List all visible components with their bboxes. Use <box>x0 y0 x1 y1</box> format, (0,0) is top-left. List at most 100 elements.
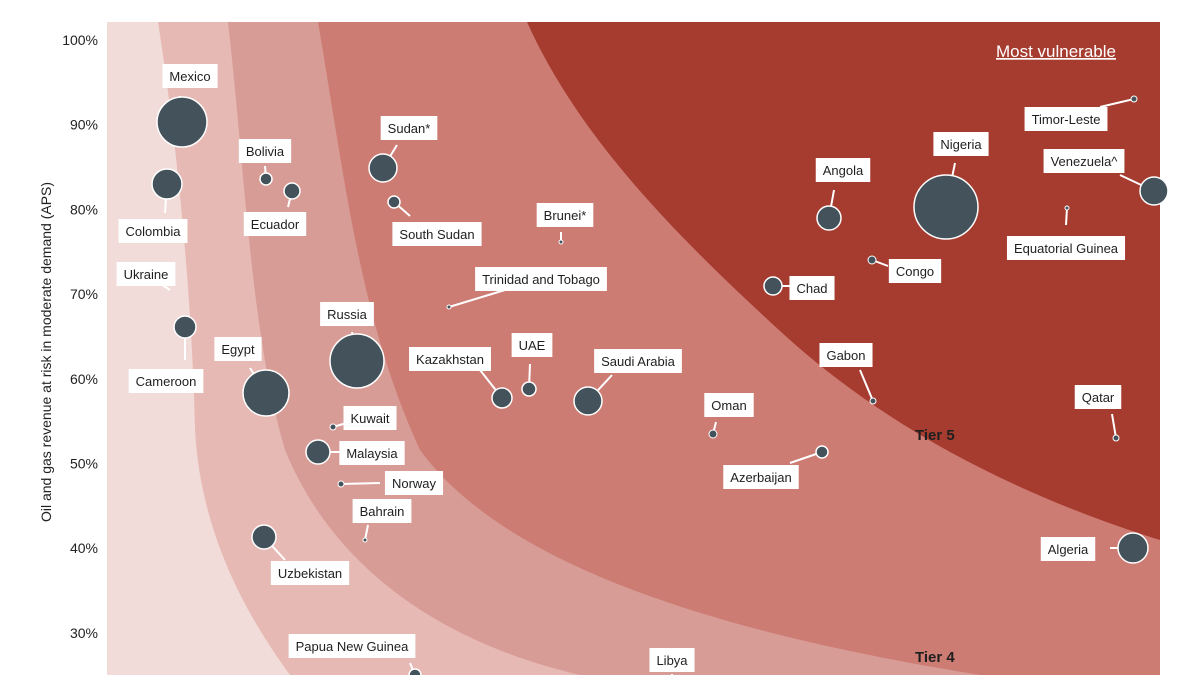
point-label-text: Azerbaijan <box>730 470 791 485</box>
data-bubble <box>408 668 422 675</box>
point-label-text: Congo <box>896 264 934 279</box>
y-tick-label: 30% <box>70 625 98 641</box>
point-label-box <box>723 465 799 489</box>
point-label-text: Norway <box>392 476 437 491</box>
point-label-text: Papua New Guinea <box>296 639 410 654</box>
point-label: Ecuador <box>243 212 307 236</box>
point-label: UAE <box>511 333 553 357</box>
data-bubble <box>763 276 783 296</box>
point-label-box <box>594 349 682 373</box>
data-point <box>1110 532 1149 564</box>
label-pointer <box>340 482 381 485</box>
data-bubble <box>1112 434 1120 442</box>
data-bubble <box>337 480 345 488</box>
point-label: Saudi Arabia <box>594 349 682 373</box>
point-label: Brunei* <box>536 203 594 227</box>
data-bubble <box>368 153 398 183</box>
point-label-box <box>320 302 374 326</box>
data-point <box>368 144 398 183</box>
point-label: Kazakhstan <box>409 347 491 371</box>
data-bubble <box>558 239 564 245</box>
data-point <box>708 421 718 439</box>
data-bubble <box>446 304 452 310</box>
point-label-box <box>214 337 262 361</box>
data-point <box>1064 205 1070 226</box>
point-label-text: Algeria <box>1048 542 1089 557</box>
point-label: Libya <box>649 648 695 672</box>
point-label-box <box>339 441 405 465</box>
point-label-box <box>1074 385 1122 409</box>
point-label: Azerbaijan <box>723 465 799 489</box>
point-label: Ukraine <box>116 262 176 286</box>
data-point <box>329 331 385 389</box>
point-label-box <box>1024 107 1108 131</box>
data-bubble <box>491 387 513 409</box>
data-point <box>1099 95 1138 108</box>
data-bubble <box>573 386 603 416</box>
point-label: Gabon <box>819 343 873 367</box>
point-label-text: South Sudan <box>399 227 474 242</box>
point-label-text: Cameroon <box>136 374 197 389</box>
point-label: Timor-Leste <box>1024 107 1108 131</box>
point-label-box <box>475 267 607 291</box>
data-point <box>362 524 369 543</box>
data-point <box>337 480 381 488</box>
point-label-text: Libya <box>656 653 688 668</box>
point-label-box <box>649 648 695 672</box>
data-bubble <box>251 524 277 550</box>
data-bubble <box>708 429 718 439</box>
data-bubble <box>1117 532 1149 564</box>
point-label-text: Sudan* <box>388 121 431 136</box>
point-label-text: Nigeria <box>940 137 982 152</box>
point-label-box <box>789 276 835 300</box>
point-label-box <box>118 219 188 243</box>
point-label-text: UAE <box>519 338 546 353</box>
point-label: Qatar <box>1074 385 1122 409</box>
data-point <box>479 369 513 409</box>
point-label-text: Kazakhstan <box>416 352 484 367</box>
data-point <box>387 195 411 217</box>
data-point <box>283 182 301 208</box>
label-pointer <box>448 289 506 308</box>
data-bubble <box>1064 205 1070 211</box>
data-point <box>816 189 842 231</box>
data-point <box>573 374 613 416</box>
point-label-text: Bahrain <box>360 504 405 519</box>
point-label: Russia <box>320 302 374 326</box>
y-tick-label: 80% <box>70 201 98 217</box>
point-label: Chad <box>789 276 835 300</box>
point-label-box <box>384 471 444 495</box>
y-tick-label: 50% <box>70 456 98 472</box>
data-point <box>251 524 286 561</box>
point-label-text: Mexico <box>169 69 210 84</box>
point-label-box <box>888 259 942 283</box>
point-label-box <box>409 347 491 371</box>
data-bubble <box>1130 95 1138 103</box>
zone-tier-5 <box>527 22 1160 540</box>
point-label: Egypt <box>214 337 262 361</box>
data-bubble <box>869 397 877 405</box>
point-label-text: Russia <box>327 307 368 322</box>
point-label-text: Qatar <box>1082 390 1115 405</box>
point-label-text: Equatorial Guinea <box>1014 241 1119 256</box>
point-label: Algeria <box>1040 537 1096 561</box>
y-axis: 100% 90% 80% 70% 60% 50% 40% 30% <box>62 32 98 641</box>
data-bubble <box>242 369 290 417</box>
label-pointer <box>1065 207 1068 226</box>
point-label-box <box>128 369 204 393</box>
point-label-text: Brunei* <box>544 208 587 223</box>
point-label-box <box>511 333 553 357</box>
data-point <box>913 162 979 240</box>
point-label-text: Gabon <box>826 348 865 363</box>
point-label: South Sudan <box>392 222 482 246</box>
data-point <box>242 367 290 417</box>
point-label: Congo <box>888 259 942 283</box>
point-label: Sudan* <box>380 116 438 140</box>
point-label: Uzbekistan <box>270 561 350 585</box>
data-points: Mexico Colombia Bolivia Ecuador Sudan* South … <box>116 64 1169 675</box>
data-point <box>789 445 829 464</box>
data-bubble <box>521 381 537 397</box>
most-vulnerable-label: Most vulnerable <box>996 42 1116 61</box>
point-label-box <box>933 132 989 156</box>
